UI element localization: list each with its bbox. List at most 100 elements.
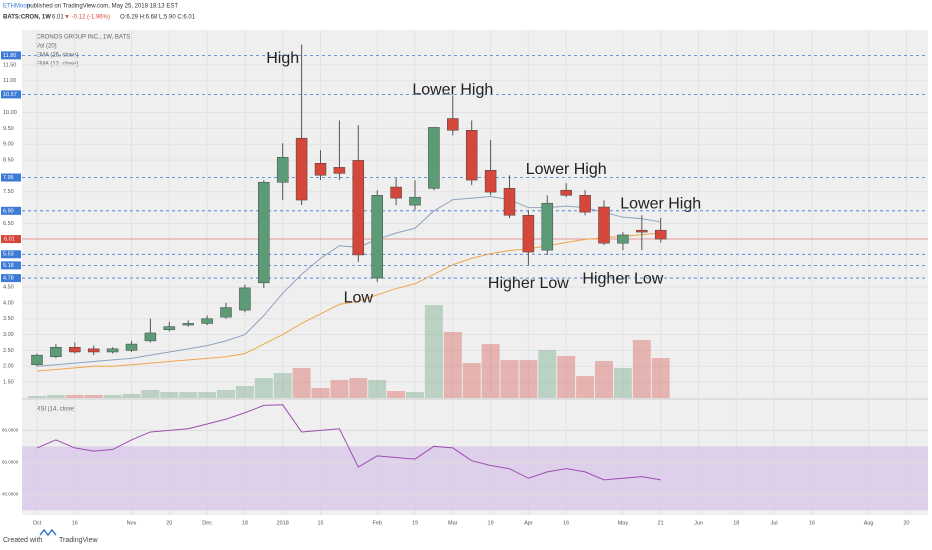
price-pane: [22, 30, 928, 398]
y-tick-label: 8.50: [3, 158, 14, 164]
x-tick-label: 15: [317, 520, 323, 526]
legend-rsi: RSI (14, close): [36, 407, 76, 413]
candle-body: [617, 234, 629, 244]
volume-bar: [443, 332, 462, 398]
annotation: Higher Low: [488, 275, 569, 292]
published: published on TradingView.com, May 25, 20…: [27, 4, 178, 10]
candle-body: [276, 156, 289, 183]
x-tick-label: 16: [563, 520, 569, 526]
volume-bar: [254, 378, 273, 398]
volume-bar: [349, 378, 368, 398]
x-tick-label: 21: [658, 520, 664, 526]
candle-body: [541, 202, 554, 251]
candle-body: [220, 307, 232, 318]
x-tick-label: Mar: [448, 520, 458, 526]
candle-body: [333, 167, 346, 174]
volume-bar: [103, 395, 122, 398]
change: ▼ -0.12 (-1.96%): [64, 15, 110, 21]
x-tick-label: Feb: [372, 520, 381, 526]
x-tick-label: Oct: [33, 520, 42, 526]
volume-bar: [292, 368, 311, 398]
level-label-box: [1, 206, 21, 215]
x-tick-label: 20: [166, 520, 172, 526]
y-tick-label: 4.50: [3, 284, 14, 290]
rsi-tick-label: 80.0000: [2, 428, 19, 433]
candle-body: [314, 162, 327, 176]
candle-body: [144, 332, 157, 342]
volume-bar: [235, 386, 254, 398]
volume-bar: [311, 388, 330, 398]
y-tick-label: 7.50: [3, 189, 14, 195]
annotation: Lower High: [412, 81, 493, 98]
y-tick-label: 9.00: [3, 142, 14, 148]
candle-body: [163, 326, 176, 331]
volume-bar: [217, 390, 235, 398]
volume-bar: [595, 361, 613, 398]
level-label-box: [1, 173, 21, 182]
chart-title: CRONOS GROUP INC., 1W, BATS: [36, 35, 130, 41]
logo: [39, 528, 57, 537]
candle-body: [636, 229, 648, 233]
rsi-band: [22, 446, 928, 511]
x-tick-label: 16: [72, 520, 78, 526]
candle-body: [69, 346, 81, 353]
candle-body: [503, 188, 516, 216]
candle-body: [50, 346, 62, 358]
candle-body: [239, 287, 251, 311]
x-tick-label: 16: [809, 520, 815, 526]
volume-bar: [538, 350, 557, 398]
level-label-box: [1, 250, 21, 259]
x-tick-label: Jul: [771, 520, 778, 526]
candle-body: [598, 206, 610, 244]
volume-bar: [462, 363, 481, 398]
candle-body: [484, 169, 497, 193]
volume-bar: [179, 392, 198, 398]
candle-body: [31, 354, 43, 365]
candle-body: [390, 186, 402, 199]
volume-bar: [500, 360, 519, 398]
volume-bar: [651, 358, 670, 398]
x-tick-label: 18: [242, 520, 248, 526]
y-tick-label: 3.50: [3, 316, 14, 322]
volume-bar: [160, 392, 179, 398]
candle-body: [409, 196, 421, 206]
volume-bar: [481, 344, 500, 398]
candle-body: [654, 229, 667, 240]
candle-body: [352, 160, 365, 256]
volume-bar: [557, 356, 576, 398]
y-tick-label: 3.00: [3, 332, 14, 338]
volume-bar: [387, 391, 406, 398]
volume-bar: [519, 360, 538, 398]
candle-body: [125, 343, 138, 351]
candle-body: [428, 127, 440, 189]
x-tick-label: Jun: [694, 520, 703, 526]
volume-bar: [46, 395, 65, 398]
symbol: BATS:CRON, 1W: [3, 15, 51, 21]
y-tick-label: 2.50: [3, 348, 14, 354]
footer-brand: TradingView: [59, 537, 98, 544]
y-tick-label: 2.00: [3, 364, 14, 370]
volume-bar: [576, 376, 595, 398]
y-tick-label: 9.50: [3, 126, 14, 132]
publisher: ETHMoon: [3, 4, 30, 10]
level-label: 11.80: [3, 53, 16, 59]
volume-bar: [368, 380, 387, 398]
annotation: Higher Low: [582, 270, 663, 287]
volume-bar: [273, 373, 292, 398]
candle-body: [201, 318, 213, 324]
candle-body: [106, 348, 119, 353]
level-label: 4.78: [3, 276, 14, 282]
candle-body: [560, 189, 572, 196]
x-tick-label: Nov: [127, 520, 137, 526]
level-label: 7.95: [3, 175, 14, 181]
x-tick-label: 2018: [277, 520, 289, 526]
x-tick-label: 20: [903, 520, 909, 526]
rsi-tick-label: 40.0000: [2, 491, 19, 496]
candle-body: [579, 195, 591, 213]
annotation: Lower High: [620, 196, 701, 213]
y-tick-label: 4.00: [3, 300, 14, 306]
ema-line: [36, 196, 661, 367]
volume-bar: [28, 396, 46, 398]
last-price: 6.01: [52, 15, 64, 21]
